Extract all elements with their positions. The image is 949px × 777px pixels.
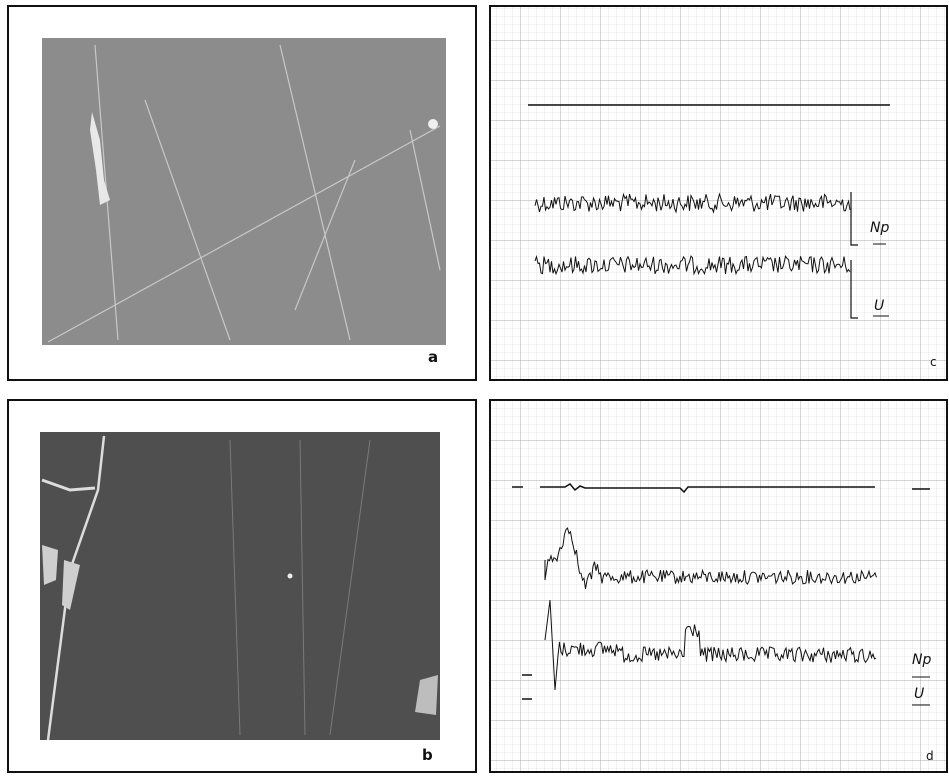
- trace-end: [850, 192, 858, 319]
- crack: [46, 435, 106, 741]
- crack: [41, 478, 96, 492]
- trace-start: [522, 674, 532, 700]
- panel-label: c: [930, 355, 937, 369]
- defect: [428, 119, 438, 129]
- trace: [534, 254, 851, 276]
- trace-label: Np: [912, 652, 931, 668]
- trace: [544, 599, 877, 691]
- defect: [415, 675, 438, 715]
- panel-label: d: [926, 749, 934, 763]
- panel-frame: [489, 399, 948, 773]
- panel-label: b: [422, 746, 433, 764]
- defect: [42, 545, 80, 610]
- micrograph: [40, 432, 440, 740]
- baseline-trace: [540, 483, 875, 494]
- trace: [544, 527, 877, 589]
- trace-label: U: [874, 298, 884, 314]
- scratches: [229, 439, 371, 736]
- trace: [534, 192, 851, 214]
- defect: [287, 573, 293, 579]
- trace-label: U: [914, 686, 924, 702]
- micrograph: [42, 38, 446, 345]
- defect: [90, 112, 110, 205]
- trace-label: Np: [870, 220, 889, 236]
- panel-label: a: [428, 348, 438, 366]
- panel-frame: [489, 5, 948, 381]
